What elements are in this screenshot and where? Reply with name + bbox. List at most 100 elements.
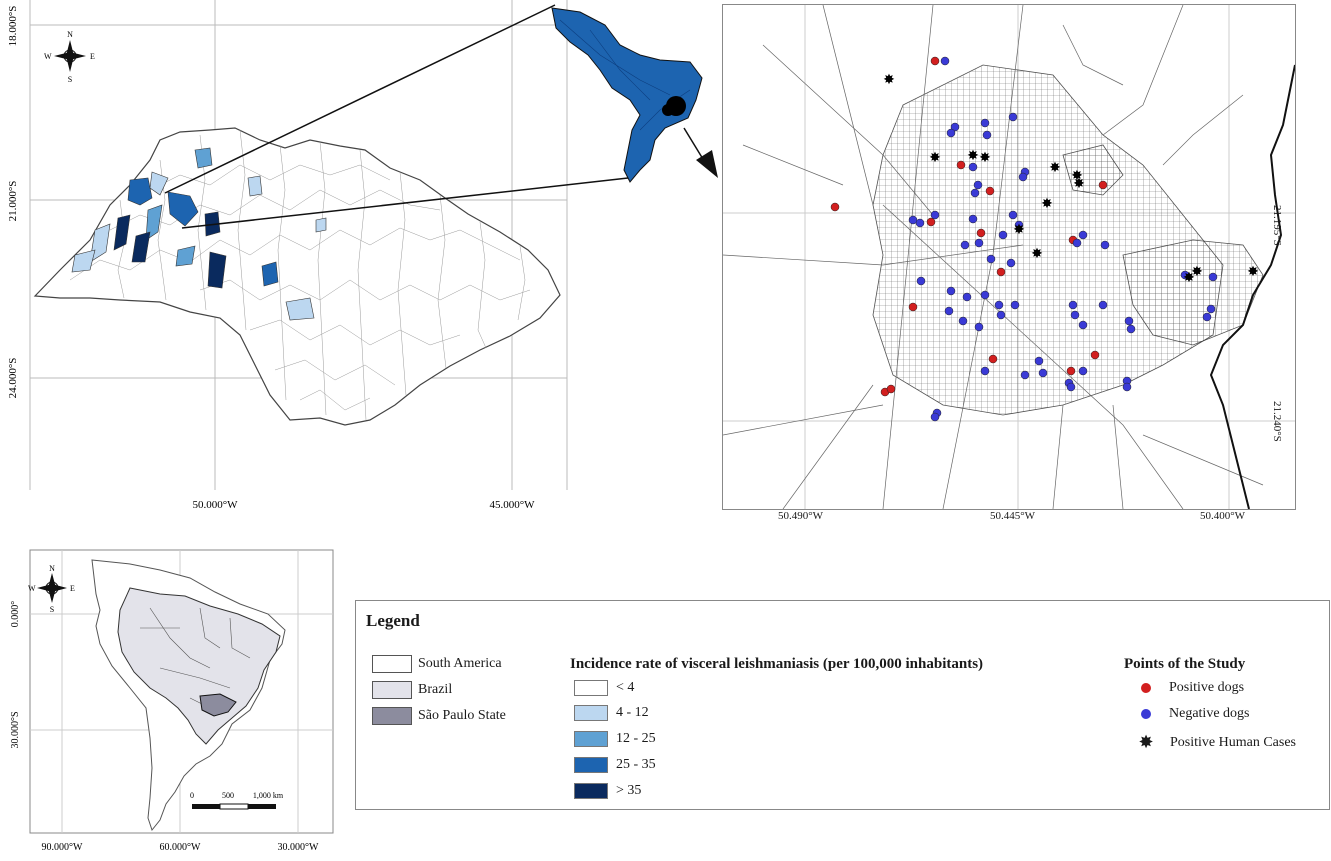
municipality-12-25 xyxy=(194,147,213,169)
incidence-class: 12 - 25 xyxy=(574,731,656,747)
south-america-map: N S E W 0 500 1,000 km 0.000° 30.000°S 9… xyxy=(0,548,340,856)
swatch-south-america xyxy=(372,655,412,673)
negative-dog-point xyxy=(1206,304,1216,314)
positive-dog-point xyxy=(985,186,995,196)
negative-dog-point xyxy=(1070,310,1080,320)
city-lon-label: 50.400°W xyxy=(1200,510,1246,522)
zoomed-urban-area xyxy=(662,96,686,116)
negative-dog-point xyxy=(980,118,990,128)
municipality-25-35 xyxy=(261,261,279,287)
positive-dog-point xyxy=(930,56,940,66)
positive-dog-point xyxy=(956,160,966,170)
human-case-point: ✸ xyxy=(979,151,991,166)
scale-tick: 1,000 km xyxy=(253,791,284,800)
negative-dog-point xyxy=(980,290,990,300)
legend-negative-dogs: Negative dogs xyxy=(1141,706,1249,722)
legend-positive-dogs: Positive dogs xyxy=(1141,680,1244,696)
negative-dog-point xyxy=(962,292,972,302)
municipality-gt-35 xyxy=(113,214,131,251)
swatch-gt-35 xyxy=(574,783,608,799)
municipality-25-35 xyxy=(127,177,153,206)
sao-paulo-state-map: N S E W 18.000°S 21.000°S 24.000°S 50.00… xyxy=(0,0,720,520)
zoom-line xyxy=(164,4,556,194)
urban-street-grid xyxy=(872,64,1224,416)
negative-dog-point xyxy=(974,322,984,332)
municipality-4-12 xyxy=(71,249,96,273)
scale-tick: 500 xyxy=(222,791,234,800)
negative-dog-point xyxy=(1020,370,1030,380)
negative-dog-point xyxy=(986,254,996,264)
compass-n: N xyxy=(49,564,55,573)
human-case-point: ✸ xyxy=(1031,247,1043,262)
positive-dog-point xyxy=(908,302,918,312)
lon-label: 90.000°W xyxy=(42,842,83,853)
negative-dog-point xyxy=(1124,316,1134,326)
city-lon-label: 50.445°W xyxy=(990,510,1036,522)
negative-dog-point xyxy=(1018,172,1028,182)
swatch-lt-4 xyxy=(574,680,608,696)
compass-e: E xyxy=(70,584,75,593)
swatch-4-12 xyxy=(574,705,608,721)
negative-dog-point xyxy=(1038,368,1048,378)
negative-dog-point xyxy=(974,238,984,248)
river xyxy=(1209,64,1296,510)
scale-bar: 0 500 1,000 km xyxy=(190,791,284,810)
negative-dog-point xyxy=(1034,356,1044,366)
legend-title: Legend xyxy=(366,611,420,630)
negative-dog-point xyxy=(1202,312,1212,322)
positive-dog-dot-icon xyxy=(1141,683,1151,693)
legend-label: < 4 xyxy=(616,680,635,695)
negative-dog-point xyxy=(994,300,1004,310)
human-case-point: ✸ xyxy=(1041,197,1053,212)
municipality-gt-35 xyxy=(207,251,227,289)
negative-dog-point xyxy=(1006,258,1016,268)
study-points: ✸✸ ✸ ✸✸✸✸✸✸✸✸✸ ✸ xyxy=(830,56,1259,422)
legend-label: South America xyxy=(418,656,502,671)
negative-dog-point xyxy=(946,128,956,138)
negative-dog-point xyxy=(996,310,1006,320)
negative-dog-point xyxy=(970,188,980,198)
city-map-svg: ✸✸✸✸✸✸✸✸✸✸✸✸✸ 50.490°W 50.445°W 50.400°W xyxy=(722,4,1296,526)
negative-dog-point xyxy=(982,130,992,140)
map-frame xyxy=(29,549,334,834)
positive-dog-point xyxy=(926,217,936,227)
legend-label: 4 - 12 xyxy=(616,705,649,720)
zoom-arrow-head xyxy=(696,150,718,178)
incidence-class: > 35 xyxy=(574,783,641,799)
lat-label: 24.000°S xyxy=(7,358,19,399)
swatch-sao-paulo xyxy=(372,707,412,725)
negative-dog-point xyxy=(946,286,956,296)
positive-dog-point xyxy=(976,228,986,238)
negative-dog-point xyxy=(1180,270,1190,280)
swatch-12-25 xyxy=(574,731,608,747)
negative-dog-point xyxy=(1098,300,1108,310)
city-map: ✸✸✸✸✸✸✸✸✸✸✸✸✸ 50.490°W 50.445°W 50.400°W… xyxy=(722,4,1296,526)
legend-label: Negative dogs xyxy=(1169,706,1250,721)
positive-dog-point xyxy=(830,202,840,212)
incidence-class: 4 - 12 xyxy=(574,705,649,721)
negative-dog-point xyxy=(930,210,940,220)
lon-label: 60.000°W xyxy=(160,842,201,853)
scale-tick: 0 xyxy=(190,791,194,800)
human-case-point: ✸ xyxy=(883,73,895,88)
municipality-4-12 xyxy=(149,171,169,196)
compass-w: W xyxy=(44,52,52,61)
human-case-point: ✸ xyxy=(1191,265,1203,280)
lat-label: 18.000°S xyxy=(7,6,19,47)
compass-rose-icon: N S E W xyxy=(44,30,95,84)
positive-dog-point xyxy=(988,354,998,364)
positive-dog-point xyxy=(1098,180,1108,190)
incidence-class: 25 - 35 xyxy=(574,757,656,773)
incidence-municipalities xyxy=(71,147,327,321)
rural-roads xyxy=(722,4,1264,510)
human-case-point: ✸ xyxy=(1049,161,1061,176)
negative-dog-point xyxy=(980,366,990,376)
negative-dog-dot-icon xyxy=(1141,709,1151,719)
lon-label: 50.000°W xyxy=(192,499,238,511)
points-title: Points of the Study xyxy=(1124,656,1246,672)
state-map-svg: N S E W 18.000°S 21.000°S 24.000°S 50.00… xyxy=(7,0,718,511)
negative-dog-point xyxy=(944,306,954,316)
negative-dog-point xyxy=(930,412,940,422)
lon-label: 45.000°W xyxy=(489,499,535,511)
municipality-4-12 xyxy=(247,175,263,197)
